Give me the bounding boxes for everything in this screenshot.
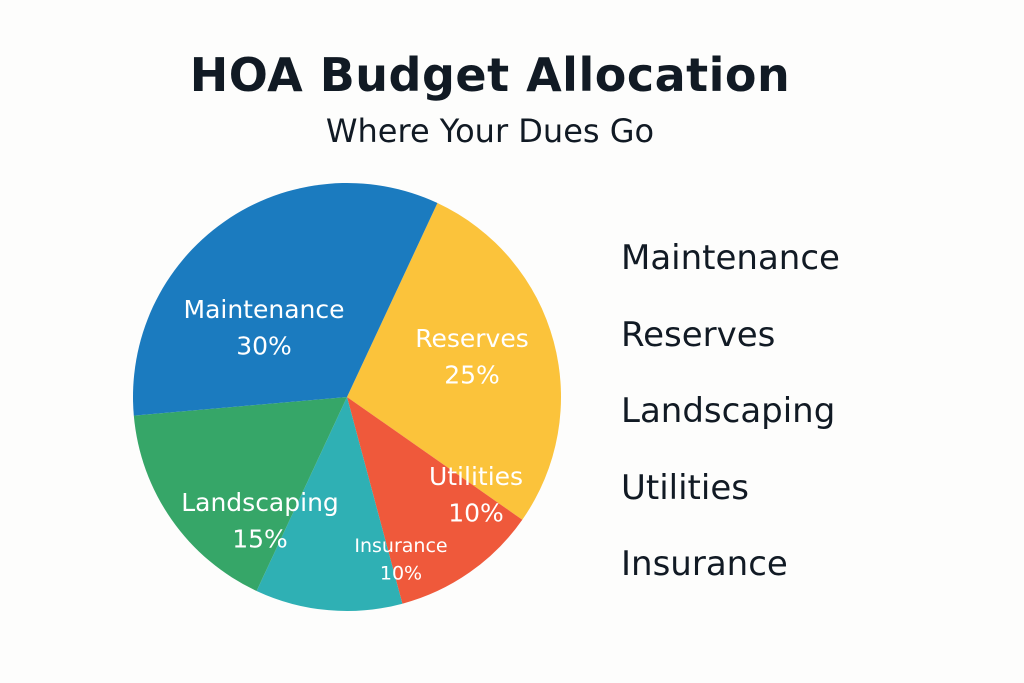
- pie-slice-insurance: [256, 397, 403, 611]
- chart-subtitle: Where Your Dues Go: [325, 112, 655, 150]
- slice-label: Reserves: [415, 324, 529, 353]
- legend: Maintenance Reserves Landscaping Utiliti…: [621, 236, 840, 619]
- slice-label: Utilities: [429, 462, 523, 491]
- pie-slice-utilities: [347, 397, 523, 604]
- legend-entry: Utilities: [621, 467, 749, 508]
- slice-label: Insurance: [354, 535, 447, 557]
- slice-value-label: 15%: [232, 524, 288, 553]
- slice-label: Landscaping: [181, 488, 339, 517]
- slice-label: Maintenance: [184, 295, 345, 324]
- pie-slice-maintenance: [133, 182, 438, 416]
- slice-value-label: 30%: [236, 331, 292, 360]
- legend-entry: Landscaping: [621, 391, 836, 431]
- slice-value-label: 25%: [444, 360, 500, 389]
- legend-entry: Reserves: [621, 314, 776, 355]
- legend-entry: Insurance: [621, 544, 788, 584]
- slice-value-label: 10%: [448, 498, 504, 527]
- pie-slice-reserves: [347, 203, 561, 520]
- legend-entry: Maintenance: [621, 238, 840, 278]
- slice-value-label: 10%: [380, 563, 422, 585]
- pie-slice-landscaping: [133, 397, 347, 591]
- chart-title: HOA Budget Allocation: [189, 48, 791, 102]
